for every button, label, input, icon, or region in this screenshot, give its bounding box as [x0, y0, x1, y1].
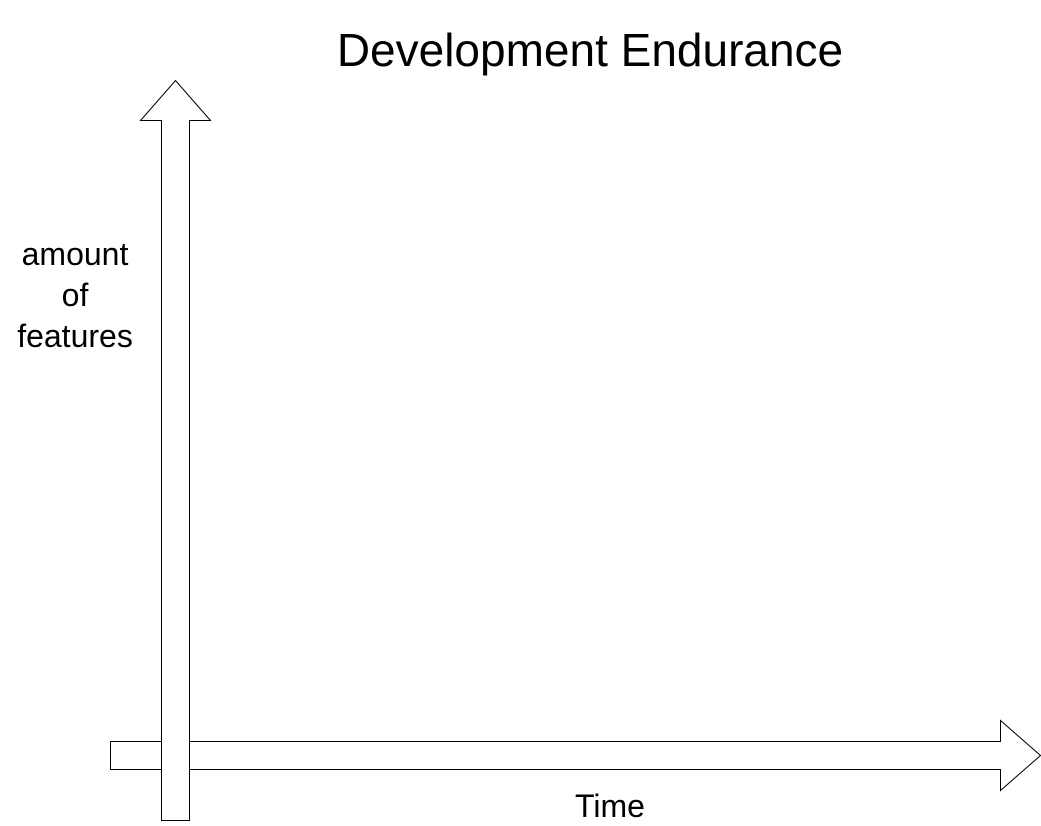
x-axis-label: Time — [575, 788, 645, 824]
y-axis-label-line: features — [17, 318, 133, 354]
diagram-title: Development Endurance — [336, 24, 844, 76]
y-axis-arrow — [139, 79, 212, 821]
x-axis-arrow — [110, 719, 1041, 792]
y-axis-label-line: of — [61, 277, 89, 313]
y-axis-label-line: amount — [21, 236, 129, 272]
y-axis-label: amount of features — [0, 234, 150, 357]
